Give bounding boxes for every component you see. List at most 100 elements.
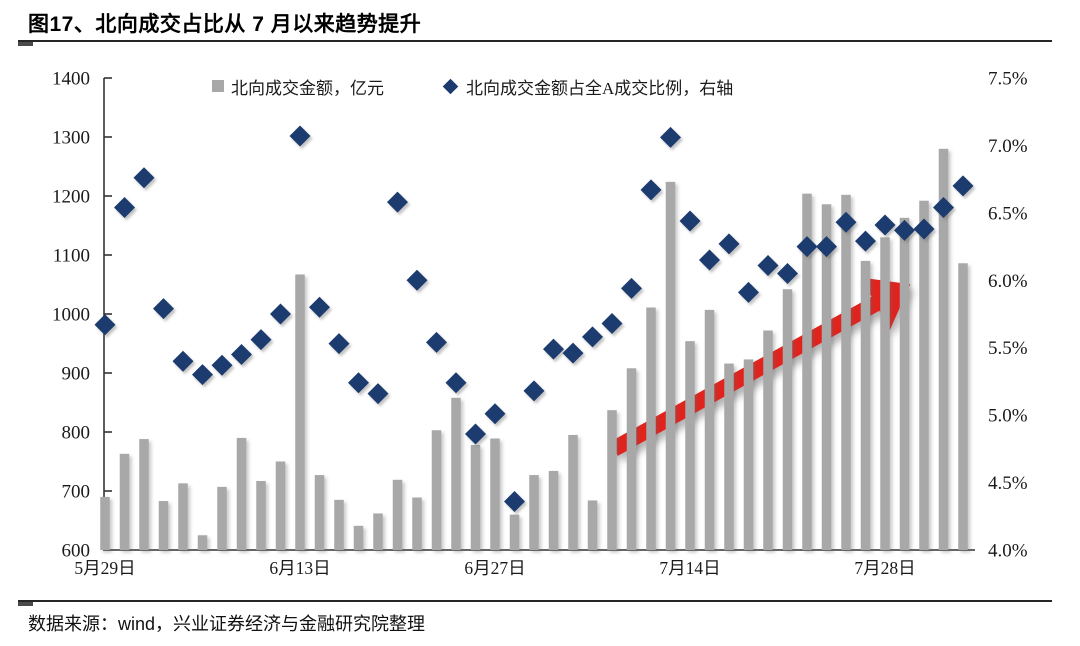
top-rule [18,40,1052,46]
ratio-series-swatch-icon [442,78,459,94]
bar-day-17 [412,497,422,550]
svg-text:6月27日: 6月27日 [464,558,525,578]
svg-text:600: 600 [62,541,91,562]
source-note: 数据来源：wind，兴业证券经济与金融研究院整理 [28,614,426,634]
bar-day-11 [295,274,305,550]
bar-day-6 [197,535,208,550]
diamond-day-4 [153,298,174,320]
svg-text:5.0%: 5.0% [988,406,1028,427]
diamond-day-10 [270,303,291,325]
bar-day-39 [841,194,851,550]
svg-text:1000: 1000 [52,305,90,326]
bar-day-42 [899,217,910,550]
bar-day-45 [958,263,968,550]
legend-label-bar-series: 北向成交金额，亿元 [231,78,384,98]
diamond-day-3 [133,167,155,189]
diamond-day-9 [250,329,272,351]
diamond-day-8 [231,343,252,365]
legend-item-ratio-series: 北向成交金额占全A成交比例，右轴 [442,74,733,99]
bar-day-44 [938,148,949,551]
bar-day-31 [685,341,695,550]
bar-day-29 [646,307,656,550]
bar-series-swatch-icon [212,80,224,92]
bar-day-36 [782,289,793,550]
diamond-day-11 [289,125,311,147]
top-rule-notch [18,42,33,46]
diamond-day-28 [621,277,642,299]
bar-day-13 [334,499,344,550]
bar-day-28 [626,368,637,550]
diamond-day-25 [562,342,584,364]
bar-day-37 [802,193,812,550]
diamond-day-19 [445,372,467,394]
diamond-day-18 [426,331,447,353]
bar-day-7 [217,486,227,550]
svg-text:6月13日: 6月13日 [269,558,330,578]
diamond-day-12 [309,296,330,318]
diamond-day-43 [913,218,935,240]
diamond-day-14 [348,372,369,394]
bar-day-24 [548,470,559,550]
diamond-day-32 [699,249,720,271]
svg-text:1200: 1200 [52,187,90,208]
diamond-day-27 [601,312,623,334]
bar-day-32 [704,309,715,550]
bar-day-23 [529,475,539,550]
svg-text:700: 700 [62,482,91,503]
diamond-day-44 [933,196,954,218]
svg-text:7.0%: 7.0% [988,136,1028,157]
diamond-day-34 [738,281,759,303]
diamond-day-5 [172,350,194,372]
bar-day-25 [568,434,578,550]
diamond-day-16 [387,191,408,213]
diamond-day-42 [894,219,915,241]
bar-day-35 [763,330,773,550]
bar-day-15 [373,513,383,550]
diamond-day-23 [523,380,545,402]
bar-day-5 [178,483,188,550]
svg-text:7月14日: 7月14日 [659,558,720,578]
bar-day-8 [236,437,247,550]
svg-text:1400: 1400 [52,69,90,90]
trend-up-arrow [610,277,911,456]
svg-text:7月28日: 7月28日 [854,558,915,578]
bar-day-1 [100,496,110,550]
bar-day-10 [275,461,286,550]
bar-day-14 [353,525,364,550]
bottom-rule-notch [18,602,33,606]
bar-day-27 [607,410,617,550]
diamond-day-31 [679,210,701,232]
bar-day-16 [392,479,403,550]
diamond-day-7 [211,354,233,376]
diamond-day-41 [874,214,896,236]
diamond-day-45 [952,175,974,197]
bar-day-26 [587,500,598,550]
diamond-day-20 [465,423,486,445]
bar-day-33 [724,363,734,550]
diamond-day-6 [192,364,213,386]
diamond-day-26 [582,326,603,348]
bar-day-34 [743,359,754,550]
bar-day-19 [451,397,461,550]
diamond-day-2 [114,196,135,218]
diamond-day-15 [367,383,389,405]
bar-day-38 [821,204,832,550]
bar-day-30 [665,181,676,550]
bar-day-3 [139,439,149,550]
legend-item-bar-series: 北向成交金额，亿元 [212,74,384,99]
diamond-day-24 [543,338,564,360]
bar-day-43 [919,200,929,550]
chart-legend: 北向成交金额，亿元 北向成交金额占全A成交比例，右轴 [212,74,733,98]
legend-label-ratio-series: 北向成交金额占全A成交比例，右轴 [466,78,734,98]
svg-text:4.5%: 4.5% [988,473,1028,494]
diamond-day-21 [484,403,506,425]
diamond-day-1 [94,314,116,336]
svg-text:1100: 1100 [53,246,90,267]
bar-day-9 [256,480,266,550]
diamond-day-22 [504,490,525,512]
bar-day-12 [314,475,325,550]
svg-text:6.0%: 6.0% [988,271,1028,292]
bar-day-4 [158,501,169,550]
